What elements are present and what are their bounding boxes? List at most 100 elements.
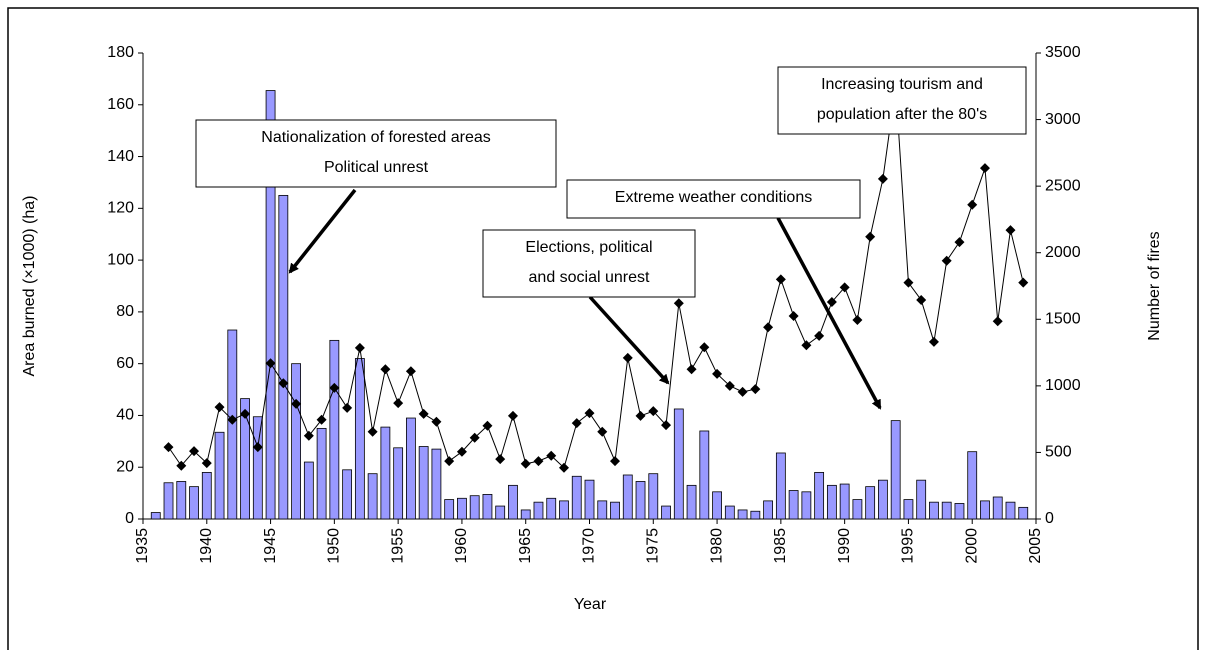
annotation-box bbox=[195, 119, 557, 188]
fires-marker bbox=[992, 316, 1003, 327]
bar bbox=[929, 501, 939, 520]
bar bbox=[240, 398, 250, 520]
fires-marker bbox=[418, 408, 429, 419]
x-tick-label: 1985 bbox=[772, 528, 789, 564]
fires-marker bbox=[533, 456, 544, 467]
bar bbox=[903, 499, 914, 520]
bar bbox=[597, 500, 608, 520]
bar bbox=[878, 479, 888, 520]
fires-marker bbox=[176, 460, 187, 471]
x-tick-label: 1975 bbox=[645, 528, 662, 564]
y2-tick-label: 2000 bbox=[1045, 244, 1081, 261]
bar bbox=[635, 481, 646, 520]
fires-marker bbox=[826, 296, 837, 307]
x-tick-label: 1955 bbox=[389, 528, 406, 564]
bar bbox=[980, 500, 990, 520]
fires-marker bbox=[278, 378, 289, 389]
y2-tick-label: 1500 bbox=[1045, 311, 1081, 328]
x-tick-label: 1970 bbox=[581, 528, 598, 564]
fires-marker bbox=[954, 237, 965, 248]
y-tick-label: 120 bbox=[107, 200, 134, 217]
fires-marker bbox=[814, 330, 825, 341]
fires-marker bbox=[928, 336, 939, 347]
y-tick-label: 60 bbox=[116, 355, 134, 372]
y2-tick-label: 0 bbox=[1045, 510, 1054, 527]
x-tick-label: 1945 bbox=[262, 528, 279, 564]
bar bbox=[571, 475, 582, 520]
bar bbox=[533, 501, 544, 520]
fires-marker bbox=[456, 446, 467, 457]
x-tick-label: 1995 bbox=[900, 528, 917, 564]
fires-marker bbox=[737, 386, 748, 397]
bar bbox=[214, 431, 225, 520]
bar bbox=[367, 473, 378, 520]
bar bbox=[1005, 501, 1016, 520]
fires-marker bbox=[801, 340, 812, 351]
fires-marker bbox=[558, 462, 569, 473]
annotation-text: Nationalization of forested areas bbox=[261, 129, 490, 146]
fires-marker bbox=[903, 277, 914, 288]
fires-marker bbox=[673, 298, 684, 309]
fires-marker bbox=[214, 402, 225, 413]
bar bbox=[252, 416, 263, 520]
fires-marker bbox=[546, 450, 557, 461]
bar bbox=[661, 505, 671, 520]
fires-marker bbox=[507, 410, 518, 421]
bar bbox=[495, 505, 506, 520]
fires-marker bbox=[291, 398, 302, 409]
fires-marker bbox=[750, 384, 761, 395]
annotation-box bbox=[482, 229, 696, 298]
x-axis-title: Year bbox=[574, 596, 607, 613]
fires-marker bbox=[979, 163, 990, 174]
bar bbox=[278, 194, 289, 520]
fires-marker bbox=[839, 282, 850, 293]
fires-marker bbox=[227, 414, 238, 425]
bar bbox=[686, 484, 697, 520]
bar bbox=[329, 339, 340, 520]
bar bbox=[584, 479, 595, 520]
bar bbox=[520, 509, 531, 520]
x-tick-label: 1990 bbox=[836, 528, 853, 564]
bar bbox=[380, 426, 391, 520]
bar bbox=[405, 417, 416, 520]
fires-marker bbox=[316, 414, 327, 425]
fires-marker bbox=[367, 426, 378, 437]
fires-marker bbox=[469, 432, 480, 443]
fires-marker bbox=[916, 294, 927, 305]
bar bbox=[176, 481, 187, 520]
fires-marker bbox=[354, 342, 365, 353]
bar bbox=[291, 363, 301, 520]
bar bbox=[801, 491, 812, 520]
bar bbox=[737, 509, 748, 520]
fires-marker bbox=[635, 410, 646, 421]
bar bbox=[712, 491, 722, 520]
y-axis-title: Area burned (×1000) (ha) bbox=[21, 196, 38, 377]
bar bbox=[316, 427, 327, 520]
fires-marker bbox=[303, 430, 314, 441]
bar bbox=[469, 495, 480, 520]
bar bbox=[673, 408, 684, 520]
bar bbox=[508, 484, 518, 520]
annotation-text: Increasing tourism and bbox=[821, 76, 983, 93]
bar bbox=[699, 430, 710, 520]
fires-marker bbox=[941, 255, 952, 266]
bar bbox=[303, 461, 314, 520]
fires-marker bbox=[482, 420, 493, 431]
fires-marker bbox=[610, 456, 621, 467]
bar bbox=[967, 451, 978, 520]
bar bbox=[431, 448, 442, 520]
bar bbox=[622, 474, 633, 520]
bar bbox=[1018, 506, 1029, 520]
fires-marker bbox=[686, 364, 697, 375]
bar bbox=[852, 499, 863, 520]
annotation-text: Elections, political bbox=[525, 239, 652, 256]
y2-tick-label: 3000 bbox=[1045, 111, 1081, 128]
fires-marker bbox=[240, 408, 251, 419]
bar bbox=[865, 486, 876, 520]
fires-marker bbox=[495, 454, 506, 465]
annotation: Elections, political and social unrest bbox=[482, 229, 696, 385]
fires-marker bbox=[763, 322, 774, 333]
y2-tick-label: 1000 bbox=[1045, 377, 1081, 394]
annotation: Increasing tourism and population after t… bbox=[777, 66, 1027, 135]
bar bbox=[342, 469, 353, 520]
